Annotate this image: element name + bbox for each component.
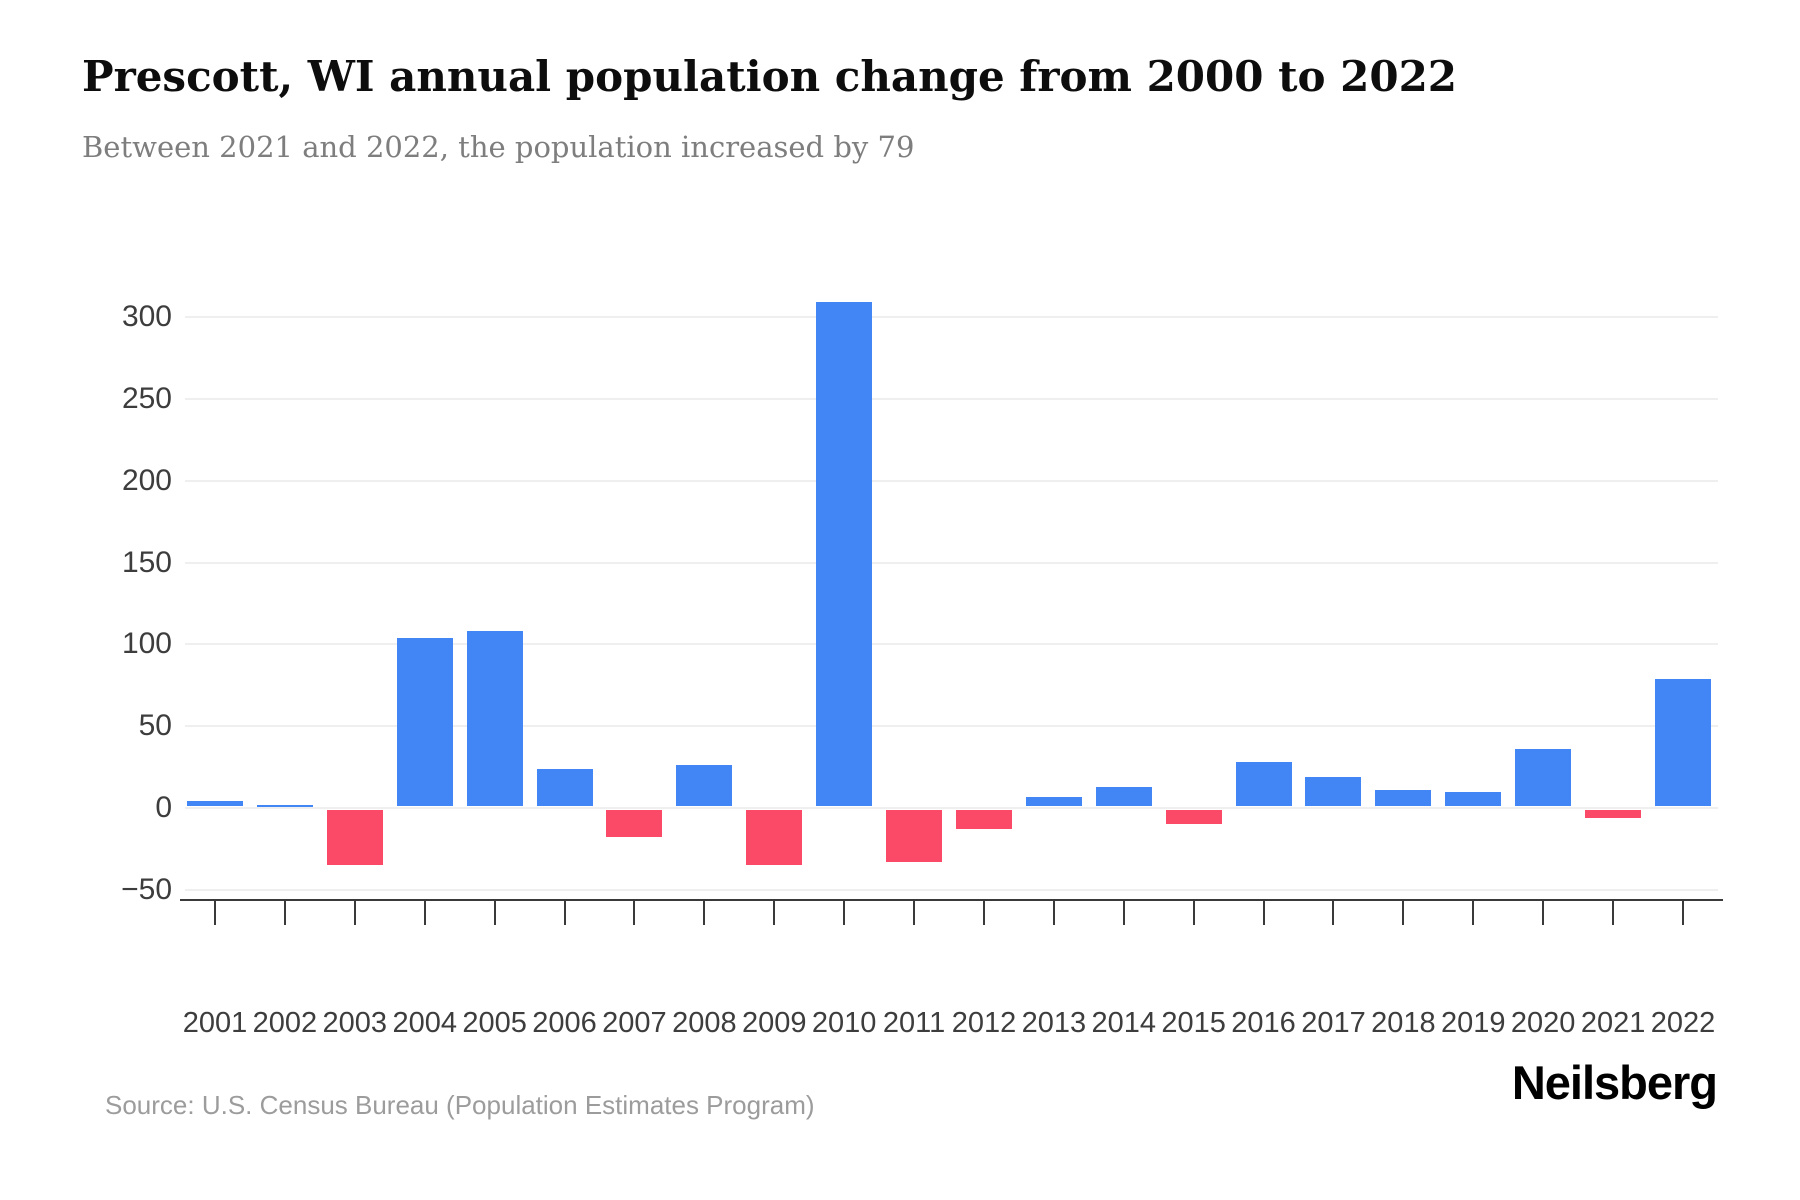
y-gridline: [185, 643, 1718, 646]
y-tick-label: 150: [121, 545, 172, 579]
x-tick-label-2008: 2008: [672, 1007, 737, 1039]
bar-2011: [886, 810, 943, 862]
bar-2016: [1235, 762, 1292, 806]
x-tick-2022: [1682, 901, 1684, 925]
y-gridline: [185, 316, 1718, 319]
bar-2015: [1165, 810, 1222, 825]
x-tick-label-2004: 2004: [392, 1007, 457, 1039]
x-tick-label-2015: 2015: [1161, 1007, 1226, 1039]
x-tick-label-2017: 2017: [1301, 1007, 1366, 1039]
bar-2018: [1375, 790, 1432, 806]
x-tick-label-2010: 2010: [811, 1007, 877, 1039]
x-tick-2015: [1192, 901, 1195, 925]
bar-2008: [676, 765, 733, 806]
x-tick-label-2011: 2011: [882, 1007, 946, 1039]
chart-subtitle: Between 2021 and 2022, the population in…: [82, 130, 915, 164]
x-tick-2020: [1542, 901, 1545, 925]
bar-2020: [1515, 749, 1572, 806]
y-gridline: [185, 888, 1718, 891]
x-tick-2016: [1262, 901, 1265, 925]
y-tick-label: 250: [121, 382, 172, 415]
chart-title: Prescott, WI annual population change fr…: [82, 52, 1458, 101]
x-tick-label-2007: 2007: [602, 1007, 667, 1039]
x-tick-2005: [493, 901, 496, 925]
bar-2013: [1025, 796, 1082, 806]
x-tick-2012: [982, 901, 985, 925]
bar-2021: [1585, 810, 1642, 818]
x-tick-label-2012: 2012: [951, 1007, 1017, 1039]
y-tick-label: 200: [121, 463, 172, 497]
neilsberg-logo: Neilsberg: [1511, 1056, 1718, 1109]
x-tick-2010: [843, 901, 846, 925]
x-tick-2002: [283, 901, 286, 925]
x-tick-label-2003: 2003: [322, 1007, 388, 1039]
x-tick-2014: [1122, 901, 1125, 925]
x-tick-label-2002: 2002: [252, 1007, 318, 1039]
bar-2002: [256, 804, 313, 807]
bar-2009: [746, 810, 803, 866]
bar-2003: [326, 810, 383, 866]
x-tick-label-2021: 2021: [1580, 1007, 1646, 1039]
x-tick-label-2019: 2019: [1441, 1007, 1506, 1039]
bar-2005: [466, 631, 523, 806]
bar-2007: [606, 810, 663, 838]
x-tick-2008: [703, 901, 706, 925]
y-tick-label: 50: [138, 709, 172, 743]
y-gridline: [185, 479, 1718, 482]
y-tick-label: 100: [121, 627, 172, 661]
source-note: Source: U.S. Census Bureau (Population E…: [105, 1090, 815, 1120]
x-tick-2013: [1052, 901, 1055, 925]
y-gridline: [185, 807, 1718, 809]
x-tick-label-2001: 2001: [182, 1007, 248, 1039]
y-tick-label: −50: [121, 872, 172, 906]
bar-2014: [1095, 786, 1152, 806]
bar-2012: [955, 810, 1012, 830]
x-tick-2001: [214, 901, 216, 925]
x-tick-label-2022: 2022: [1650, 1007, 1716, 1039]
bar-2006: [536, 768, 593, 806]
x-tick-2018: [1402, 901, 1405, 925]
y-gridline: [185, 561, 1718, 564]
x-tick-label-2009: 2009: [741, 1007, 807, 1039]
bar-2019: [1445, 791, 1502, 806]
x-tick-label-2005: 2005: [462, 1007, 527, 1039]
bar-2004: [396, 637, 453, 806]
x-tick-2011: [913, 901, 916, 925]
x-tick-2017: [1332, 901, 1335, 925]
x-tick-2009: [773, 901, 776, 925]
x-tick-label-2016: 2016: [1231, 1007, 1296, 1039]
y-tick-label: 300: [121, 300, 172, 334]
bar-2022: [1655, 678, 1711, 806]
x-axis-line: [180, 899, 1723, 901]
x-tick-2019: [1472, 901, 1475, 925]
x-tick-label-2013: 2013: [1021, 1007, 1087, 1039]
y-gridline: [185, 725, 1718, 728]
bar-2017: [1305, 776, 1362, 806]
x-tick-label-2018: 2018: [1371, 1007, 1436, 1039]
y-tick-label: 0: [155, 791, 172, 824]
x-tick-label-2020: 2020: [1510, 1007, 1576, 1039]
x-tick-label-2006: 2006: [532, 1007, 597, 1039]
x-tick-2004: [423, 901, 426, 925]
x-tick-2006: [563, 901, 566, 925]
bar-2010: [816, 302, 873, 806]
x-tick-2003: [353, 901, 356, 925]
x-tick-label-2014: 2014: [1091, 1007, 1156, 1039]
x-tick-2007: [633, 901, 636, 925]
bar-2001: [187, 801, 243, 806]
y-gridline: [185, 398, 1718, 400]
x-tick-2021: [1612, 901, 1615, 925]
